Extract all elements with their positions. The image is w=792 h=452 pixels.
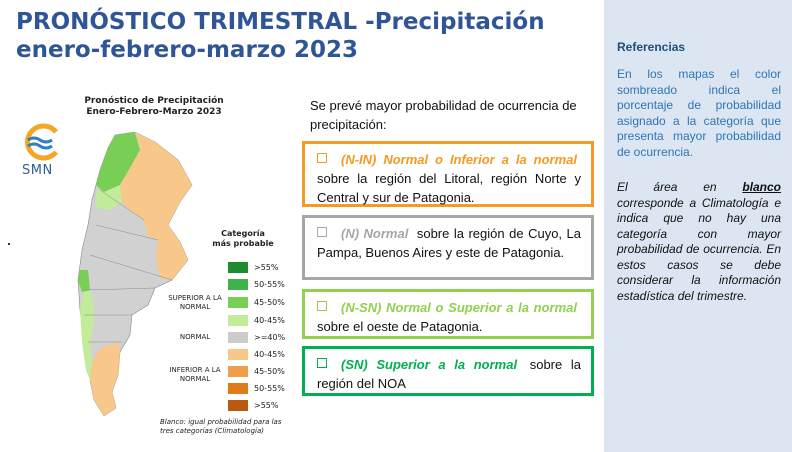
legend-swatch-3: [228, 297, 248, 308]
legend-label-7: 45-50%: [254, 367, 285, 376]
map-region-north-orange: [120, 132, 192, 240]
references-paragraph-1: En los mapas el color sombreado indica e…: [617, 67, 781, 159]
legend-swatch-7: [228, 366, 248, 377]
references-p2-post: corresponde a Climatología e indica que …: [617, 195, 781, 303]
legend-label-1: >55%: [254, 263, 279, 272]
map-region-noa-light: [96, 185, 122, 210]
map-title-line-1: Pronóstico de Precipitación: [84, 96, 224, 106]
checkbox-icon: [317, 227, 327, 237]
legend-swatch-5: [228, 332, 248, 343]
legend-label-4: 40-45%: [254, 316, 285, 325]
legend-label-8: 50-55%: [254, 384, 285, 393]
map-region-west-patagonia-green-2: [78, 270, 90, 292]
forecast-text: sobre la región del NOA: [317, 357, 581, 391]
legend-swatch-8: [228, 383, 248, 394]
title-line-2: enero-febrero-marzo 2023: [16, 37, 359, 63]
argentina-forecast-map: [77, 131, 193, 417]
forecast-box-sn: (SN) Superior a la normal sobre la regió…: [302, 346, 594, 396]
references-panel: [604, 0, 792, 452]
legend-group-superior: SUPERIOR A LA NORMAL: [168, 294, 222, 311]
map-region-litoral-orange: [156, 225, 188, 280]
references-title: Referencias: [617, 40, 686, 54]
forecast-lead: (N) Normal: [341, 226, 409, 241]
map-title-line-2: Enero-Febrero-Marzo 2023: [86, 107, 222, 117]
forecast-lead: (N-SN) Normal o Superior a la normal: [341, 300, 577, 315]
legend-label-3: 45-50%: [254, 298, 285, 307]
map-region-noa-green: [96, 132, 140, 192]
references-p2-bold: blanco: [742, 180, 781, 194]
forecast-box-n-sn: (N-SN) Normal o Superior a la normal sob…: [302, 289, 594, 339]
forecast-text: sobre el oeste de Patagonia.: [317, 319, 483, 334]
legend-swatch-1: [228, 262, 248, 273]
stray-dot: [8, 243, 10, 245]
legend-title: Categoría más probable: [212, 229, 274, 248]
forecast-lead: (SN) Superior a la normal: [341, 357, 518, 372]
page-title: PRONÓSTICO TRIMESTRAL -Precipitación ene…: [16, 8, 576, 64]
checkbox-icon: [317, 358, 327, 368]
checkbox-icon: [317, 301, 327, 311]
forecast-box-n-in: (N-IN) Normal o Inferior a la normal sob…: [302, 141, 594, 207]
legend-group-normal: NORMAL: [179, 333, 211, 341]
map-title: Pronóstico de Precipitación Enero-Febrer…: [74, 96, 234, 118]
legend-swatch-9: [228, 400, 248, 411]
legend-swatch-4: [228, 315, 248, 326]
references-p2-pre: El área en: [617, 180, 717, 194]
forecast-text: sobre la región del Litoral, región Nort…: [317, 171, 581, 205]
legend-label-9: >55%: [254, 401, 279, 410]
legend-label-6: 40-45%: [254, 350, 285, 359]
legend-label-2: 50-55%: [254, 280, 285, 289]
intro-text: Se prevé mayor probabilidad de ocurrenci…: [310, 98, 577, 132]
checkbox-icon: [317, 153, 327, 163]
legend-swatch-2: [228, 279, 248, 290]
legend-swatch-6: [228, 349, 248, 360]
references-paragraph-2: El área en blanco corresponde a Climatol…: [617, 180, 781, 304]
forecast-lead: (N-IN) Normal o Inferior a la normal: [341, 152, 577, 167]
title-line-1: PRONÓSTICO TRIMESTRAL -Precipitación: [16, 9, 545, 35]
map-region-south-orange: [90, 342, 120, 416]
map-note: Blanco: igual probabilidad para las tres…: [160, 418, 282, 435]
smn-logo-text: SMN: [22, 163, 53, 178]
map-region-west-patagonia-green: [80, 290, 94, 380]
legend-label-5: >=40%: [254, 333, 286, 342]
smn-logo-icon: [25, 123, 58, 161]
forecast-box-n: (N) Normal sobre la región de Cuyo, La P…: [302, 215, 594, 280]
forecast-text: sobre la región de Cuyo, La Pampa, Bueno…: [317, 226, 581, 260]
legend-group-inferior: INFERIOR A LA NORMAL: [169, 366, 221, 383]
